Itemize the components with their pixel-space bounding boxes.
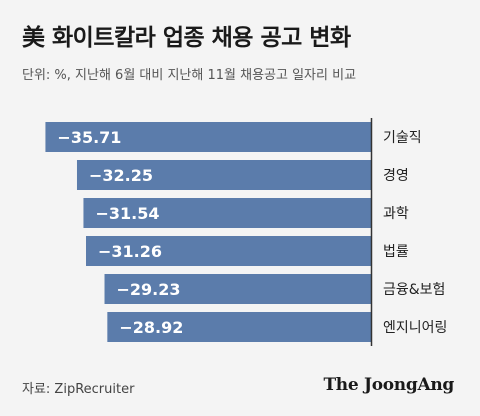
- bar-5: [107, 312, 372, 342]
- category-label: 기술직: [383, 130, 422, 146]
- bar-value-label: −35.71: [57, 128, 121, 147]
- bar-value-label: −31.54: [95, 204, 159, 223]
- category-label: 금융&보험: [383, 282, 445, 298]
- chart-title: 美 화이트칼라 업종 채용 공고 변화: [22, 25, 351, 51]
- category-label: 경영: [383, 168, 409, 184]
- category-label: 엔지니어링: [383, 320, 447, 336]
- bar-value-label: −31.26: [98, 242, 162, 261]
- bar-3: [86, 236, 372, 266]
- category-label: 과학: [383, 206, 409, 222]
- bar-value-label: −29.23: [117, 280, 181, 299]
- bar-value-label: −28.92: [119, 318, 183, 337]
- bar-value-label: −32.25: [89, 166, 153, 185]
- bar-2: [83, 198, 372, 228]
- source-note: 자료: ZipRecruiter: [22, 382, 135, 397]
- bar-0: [45, 122, 372, 152]
- bar-1: [76, 160, 371, 190]
- chart-subtitle: 단위: %, 지난해 6월 대비 지난해 11월 채용공고 일자리 비교: [22, 68, 357, 83]
- bar-chart: −35.71 기술직 −32.25 경영 −31.54 과학 −31.26 법률 −29.23 금…: [45, 118, 447, 346]
- category-label: 법률: [383, 244, 409, 260]
- bar-4: [104, 274, 372, 304]
- brand-logo: The JoongAng: [323, 375, 454, 395]
